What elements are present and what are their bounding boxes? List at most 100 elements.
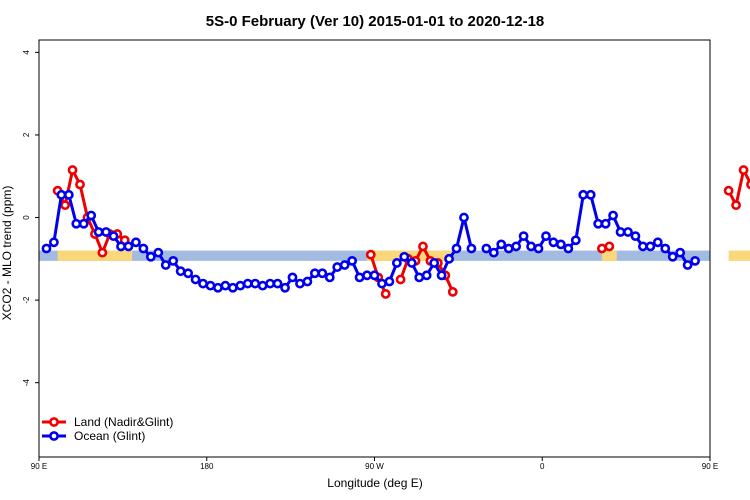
legend-item: Ocean (Glint): [42, 429, 145, 443]
data-point: [49, 237, 59, 248]
data-point: [213, 282, 223, 293]
data-point: [395, 274, 406, 285]
data-point: [563, 243, 574, 254]
x-tick-label: 0: [540, 462, 545, 471]
data-point: [365, 249, 376, 260]
axes: 90 E 180 90 W 0 90 E 4 2 0 -2 -4: [22, 50, 718, 471]
data-point: [459, 212, 469, 223]
data-point: [101, 227, 111, 237]
data-point: [615, 227, 626, 237]
data-point: [578, 189, 589, 200]
data-point: [548, 237, 559, 248]
legend-label: Land (Nadir&Glint): [74, 415, 173, 429]
data-point: [309, 268, 320, 279]
data-point: [746, 179, 750, 190]
data-point: [667, 251, 678, 262]
data-point: [369, 270, 380, 281]
data-point: [518, 231, 529, 242]
data-point: [175, 266, 186, 277]
data-point: [205, 280, 216, 291]
data-point: [541, 231, 551, 242]
data-point: [41, 243, 52, 254]
data-point: [466, 243, 477, 254]
data-point: [723, 185, 734, 196]
data-point: [354, 272, 365, 283]
data-point: [526, 241, 536, 252]
data-point: [511, 241, 522, 252]
plot-frame: [38, 39, 711, 458]
data-point: [447, 286, 458, 297]
y-tick-label: 0: [22, 215, 31, 220]
y-tick-label: 2: [22, 132, 31, 137]
data-point: [652, 237, 663, 248]
data-point: [63, 189, 74, 200]
data-point: [496, 239, 507, 250]
data-point: [332, 262, 343, 272]
data-point: [585, 189, 596, 200]
x-tick-label: 180: [200, 462, 214, 471]
data-point: [604, 241, 615, 252]
data-point: [570, 235, 581, 246]
data-point: [160, 260, 171, 270]
land-band-segment: [728, 250, 750, 261]
data-point: [533, 243, 544, 254]
data-point: [220, 280, 231, 291]
data-point: [75, 179, 85, 190]
data-point: [596, 243, 607, 254]
y-tick-label: 4: [22, 50, 31, 55]
data-point: [145, 251, 156, 262]
data-point: [265, 278, 276, 289]
data-point: [116, 241, 126, 252]
data-point: [377, 278, 387, 289]
data-point: [56, 189, 67, 200]
data-point: [645, 241, 656, 252]
data-point: [123, 241, 134, 252]
data-point: [317, 268, 328, 279]
data-point: [287, 272, 298, 283]
series-line: [727, 168, 750, 207]
data-point: [302, 276, 313, 287]
data-point: [93, 227, 104, 237]
data-point: [399, 251, 410, 262]
data-point: [608, 210, 618, 221]
data-point: [168, 255, 179, 266]
data-point: [436, 270, 447, 281]
data-point: [235, 280, 246, 291]
data-point: [481, 243, 492, 254]
data-point: [138, 243, 149, 254]
data-point: [78, 218, 89, 229]
land-band-segment: [601, 250, 617, 261]
data-point: [488, 247, 499, 258]
data-point: [347, 255, 358, 266]
data-point: [738, 165, 749, 175]
data-point: [660, 243, 671, 254]
legend-marker: [49, 431, 59, 441]
data-point: [731, 200, 741, 211]
x-tick-label: 90 E: [702, 462, 718, 471]
data-point: [295, 278, 305, 289]
chart-title: 5S-0 February (Ver 10) 2015-01-01 to 202…: [206, 13, 545, 30]
legend-item: Land (Nadir&Glint): [42, 415, 173, 429]
data-point: [623, 227, 633, 237]
series-layer: [41, 165, 750, 299]
data-point: [60, 200, 70, 211]
data-point: [280, 282, 290, 293]
data-point: [272, 278, 283, 289]
y-tick-label: -4: [22, 379, 31, 387]
data-point: [131, 237, 141, 248]
data-point: [183, 268, 194, 279]
data-point: [257, 280, 268, 291]
data-point: [444, 253, 454, 264]
data-point: [593, 218, 604, 229]
y-axis-label: XCO2 - MLO trend (ppm): [0, 186, 14, 321]
data-point: [421, 270, 432, 281]
data-point: [198, 278, 208, 289]
data-point: [429, 258, 440, 268]
series-line: [45, 193, 473, 290]
data-point: [250, 278, 261, 289]
data-point: [108, 231, 119, 242]
data-point: [380, 289, 391, 299]
data-point: [227, 282, 238, 293]
data-point: [630, 231, 641, 242]
